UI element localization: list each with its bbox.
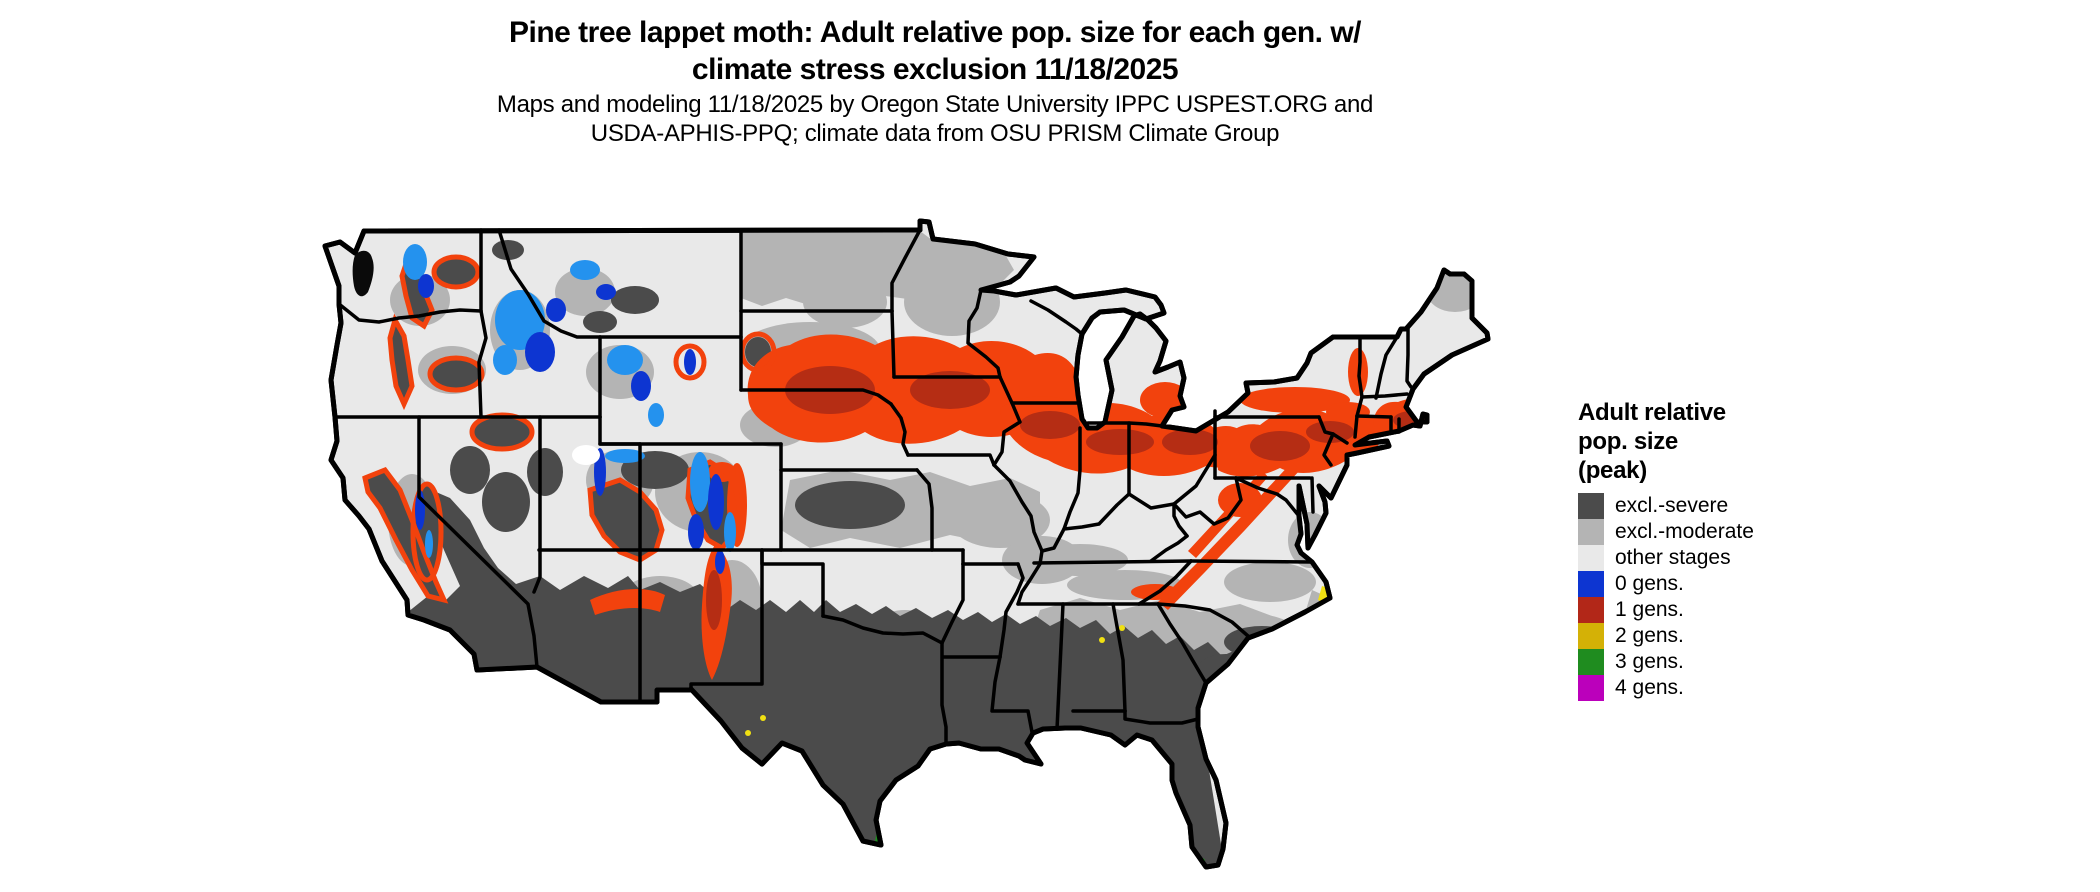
title-line-2: climate stress exclusion 11/18/2025 — [691, 53, 1179, 86]
legend-label-2-gens: 2 gens. — [1615, 624, 1684, 647]
map-title: Pine tree lappet moth: Adult relative po… — [235, 14, 1635, 88]
legend-swatch-0-gens — [1578, 571, 1604, 597]
legend-title: Adult relative pop. size (peak) — [1578, 398, 1858, 485]
legend-swatch-1-gens — [1578, 597, 1604, 623]
legend-swatch-other-stages — [1578, 545, 1604, 571]
legend-items: excl.-severe excl.-moderate other stages 0 … — [1578, 493, 1858, 701]
raster-1gens-red-cores — [706, 366, 1431, 630]
map-subtitle: Maps and modeling 11/18/2025 by Oregon S… — [235, 90, 1635, 148]
legend-swatch-4-gens — [1578, 675, 1604, 701]
legend-row-excl-moderate: excl.-moderate — [1578, 519, 1858, 545]
legend-row-excl-severe: excl.-severe — [1578, 493, 1858, 519]
legend-row-other-stages: other stages — [1578, 545, 1858, 571]
legend-swatch-3-gens — [1578, 649, 1604, 675]
title-line-1: Pine tree lappet moth: Adult relative po… — [508, 16, 1362, 49]
legend-label-0-gens: 0 gens. — [1615, 572, 1684, 595]
puget-sound — [352, 250, 374, 297]
legend-row-4-gens: 4 gens. — [1578, 675, 1858, 701]
raster-3gens-green — [875, 831, 1205, 864]
subtitle-line-2: USDA-APHIS-PPQ; climate data from OSU PR… — [590, 120, 1280, 147]
legend-label-other-stages: other stages — [1615, 546, 1731, 569]
legend-title-line-3: (peak) — [1578, 457, 1647, 484]
legend-title-line-1: Adult relative — [1578, 399, 1726, 426]
raster-1gens-orange — [362, 253, 1457, 680]
legend-row-2-gens: 2 gens. — [1578, 623, 1858, 649]
great-salt-lake — [572, 445, 600, 465]
legend: Adult relative pop. size (peak) excl.-se… — [1578, 398, 1858, 701]
legend-title-line-2: pop. size — [1578, 428, 1678, 455]
legend-swatch-excl-moderate — [1578, 519, 1604, 545]
subtitle-line-1: Maps and modeling 11/18/2025 by Oregon S… — [496, 91, 1374, 118]
legend-label-4-gens: 4 gens. — [1615, 676, 1684, 699]
legend-label-1-gens: 1 gens. — [1615, 598, 1684, 621]
legend-swatch-excl-severe — [1578, 493, 1604, 519]
legend-row-3-gens: 3 gens. — [1578, 649, 1858, 675]
legend-label-excl-moderate: excl.-moderate — [1615, 520, 1754, 543]
legend-row-0-gens: 0 gens. — [1578, 571, 1858, 597]
legend-label-3-gens: 3 gens. — [1615, 650, 1684, 673]
legend-swatch-2-gens — [1578, 623, 1604, 649]
legend-row-1-gens: 1 gens. — [1578, 597, 1858, 623]
legend-label-excl-severe: excl.-severe — [1615, 494, 1729, 517]
